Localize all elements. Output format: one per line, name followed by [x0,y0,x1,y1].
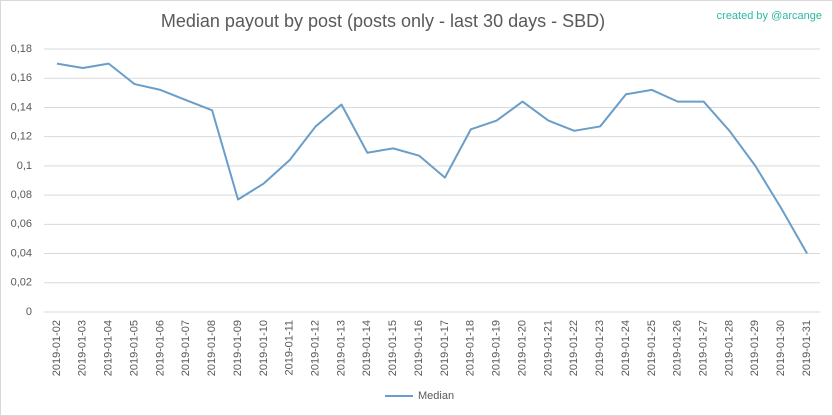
chart-title: Median payout by post (posts only - last… [161,11,605,31]
x-tick-label: 2019-01-16 [413,320,425,376]
x-tick-label: 2019-01-09 [232,320,244,376]
x-tick-label: 2019-01-27 [698,320,710,376]
x-tick-label: 2019-01-03 [77,320,89,376]
y-tick-label: 0,02 [11,277,32,289]
y-tick-label: 0,08 [11,189,32,201]
x-tick-label: 2019-01-24 [620,320,632,376]
x-tick-label: 2019-01-18 [465,320,477,376]
y-tick-label: 0,14 [11,101,32,113]
y-tick-label: 0,16 [11,72,32,84]
x-tick-label: 2019-01-13 [335,320,347,376]
y-tick-label: 0 [26,306,32,318]
x-tick-label: 2019-01-28 [723,320,735,376]
x-tick-label: 2019-01-26 [672,320,684,376]
x-tick-label: 2019-01-20 [516,320,528,376]
x-tick-label: 2019-01-31 [801,320,813,376]
x-tick-label: 2019-01-25 [646,320,658,376]
x-tick-label: 2019-01-23 [594,320,606,376]
x-tick-label: 2019-01-07 [180,320,192,376]
x-tick-label: 2019-01-22 [568,320,580,376]
x-tick-label: 2019-01-17 [439,320,451,376]
x-tick-label: 2019-01-05 [128,320,140,376]
x-tick-label: 2019-01-21 [542,320,554,376]
y-tick-label: 0,06 [11,218,32,230]
x-tick-label: 2019-01-15 [387,320,399,376]
x-tick-label: 2019-01-12 [310,320,322,376]
x-tick-label: 2019-01-30 [775,320,787,376]
x-tick-label: 2019-01-04 [103,320,115,376]
data-line [56,62,808,255]
y-tick-label: 0,1 [17,160,32,172]
x-tick-label: 2019-01-29 [749,320,761,376]
y-tick-label: 0,12 [11,131,32,143]
x-tick-label: 2019-01-08 [206,320,218,376]
y-tick-label: 0,04 [11,247,32,259]
x-tick-label: 2019-01-10 [258,320,270,376]
x-tick-label: 2019-01-19 [491,320,503,376]
credit-annotation: created by @arcange [717,10,822,22]
y-tick-label: 0,18 [11,43,32,55]
x-tick-label: 2019-01-02 [51,320,63,376]
x-tick-label: 2019-01-14 [361,320,373,376]
x-tick-label: 2019-01-06 [154,320,166,376]
x-tick-label: 2019-01-11 [284,320,296,375]
legend-label: Median [418,390,454,402]
